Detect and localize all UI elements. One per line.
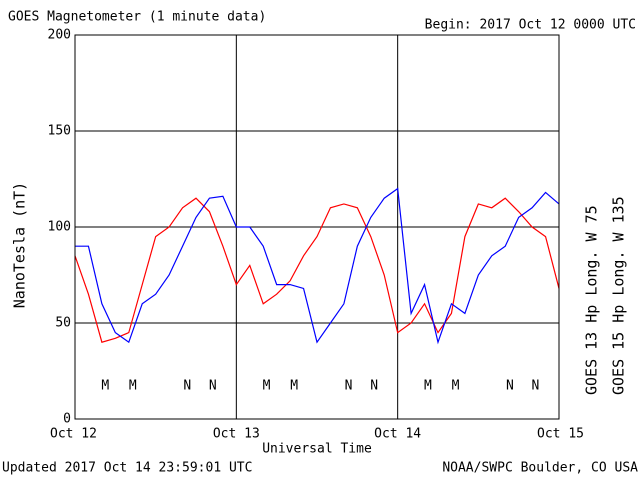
time-marker: M	[452, 379, 460, 394]
time-marker: M	[129, 379, 137, 394]
time-marker: M	[263, 379, 271, 394]
x-tick-label: Oct 13	[213, 427, 260, 442]
x-tick-label: Oct 14	[374, 427, 421, 442]
y-tick-label: 200	[48, 28, 71, 43]
x-axis-label: Universal Time	[262, 442, 372, 457]
time-marker: M	[290, 379, 298, 394]
time-marker: N	[345, 379, 353, 394]
time-marker: N	[532, 379, 540, 394]
data-line	[74, 197, 560, 343]
y-tick-label: 150	[48, 124, 71, 139]
plot-frame	[74, 34, 560, 420]
time-marker: M	[424, 379, 432, 394]
legend-entry: GOES 13 Hp Long. W 75	[583, 205, 601, 395]
time-marker: N	[209, 379, 217, 394]
chart-title: GOES Magnetometer (1 minute data)	[8, 10, 266, 25]
time-marker: N	[370, 379, 378, 394]
footer-right: NOAA/SWPC Boulder, CO USA	[442, 461, 638, 476]
time-marker: N	[506, 379, 514, 394]
time-marker: M	[101, 379, 109, 394]
data-line	[75, 187, 560, 345]
y-axis-label: NanoTesla (nT)	[11, 182, 29, 308]
y-tick-label: 0	[63, 412, 71, 427]
legend-entry: GOES 15 Hp Long. W 135	[610, 196, 628, 395]
y-tick-label: 100	[48, 220, 71, 235]
x-tick-label: Oct 12	[50, 427, 97, 442]
footer-left: Updated 2017 Oct 14 23:59:01 UTC	[2, 461, 252, 476]
y-tick-label: 50	[55, 316, 71, 331]
x-tick-label: Oct 15	[537, 427, 584, 442]
time-marker: N	[183, 379, 191, 394]
subtitle: Begin: 2017 Oct 12 0000 UTC	[425, 18, 636, 33]
